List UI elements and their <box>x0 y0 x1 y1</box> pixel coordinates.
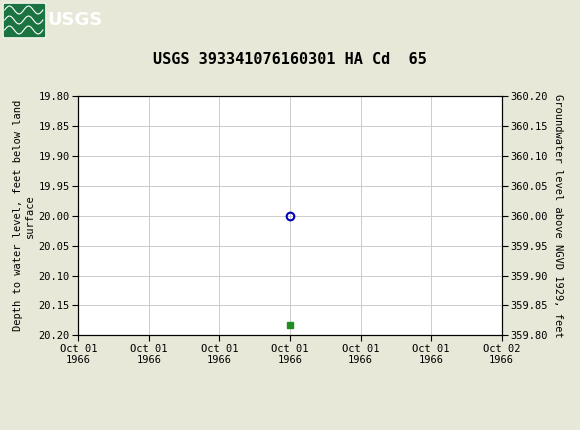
Text: USGS 393341076160301 HA Cd  65: USGS 393341076160301 HA Cd 65 <box>153 52 427 67</box>
Text: USGS: USGS <box>48 11 103 29</box>
Bar <box>3 3 45 37</box>
Y-axis label: Depth to water level, feet below land
surface: Depth to water level, feet below land su… <box>13 100 35 331</box>
Bar <box>4 4 44 36</box>
Y-axis label: Groundwater level above NGVD 1929, feet: Groundwater level above NGVD 1929, feet <box>553 94 563 338</box>
